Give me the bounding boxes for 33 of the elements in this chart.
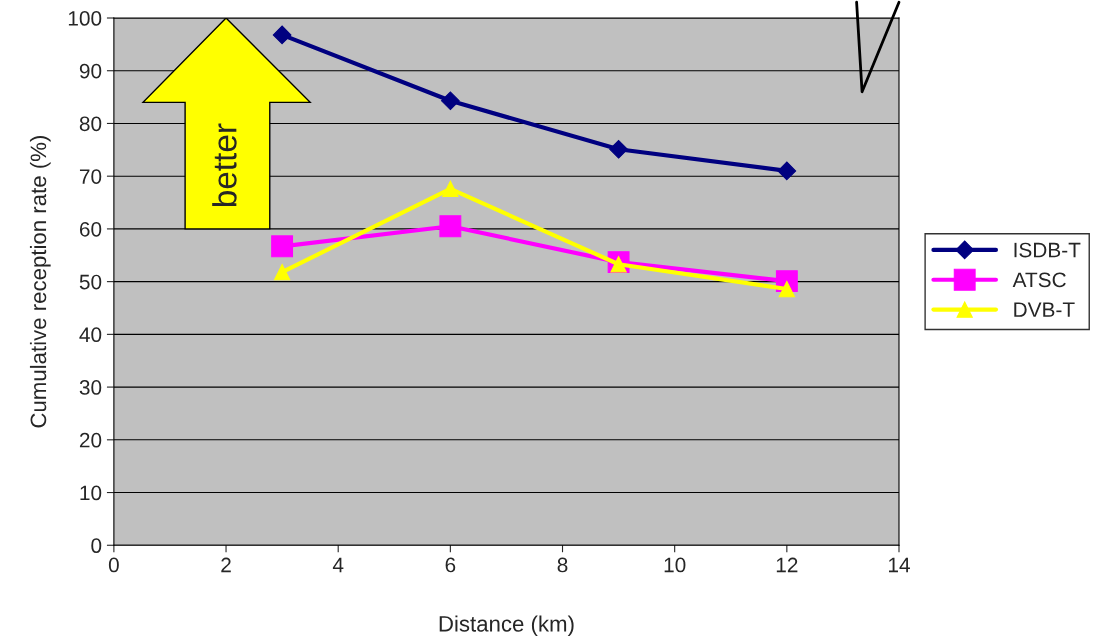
point — [439, 215, 462, 238]
y-tick-label: 0 — [91, 538, 102, 554]
x-tick-label: 12 — [776, 557, 798, 573]
legend-label: ISDB-T — [1014, 242, 1081, 258]
y-axis-title: Cumulative reception rate (%) — [29, 136, 51, 428]
x-tick-label: 2 — [221, 557, 231, 573]
point — [609, 139, 628, 159]
x-tick-label: 4 — [332, 557, 344, 573]
annotation: better — [212, 123, 237, 207]
legend-label: DVB-T — [1014, 302, 1075, 317]
x-axis-title: Distance (km) — [439, 615, 574, 637]
y-tick-label: 80 — [79, 116, 102, 132]
x-tick-label: 14 — [889, 557, 910, 573]
y-tick-label: 100 — [68, 11, 102, 26]
x-tick-label: 10 — [664, 557, 686, 573]
x-tick-label: 8 — [557, 557, 568, 573]
point — [777, 161, 797, 181]
point — [273, 263, 291, 281]
point — [441, 91, 460, 111]
y-tick-label: 90 — [79, 63, 102, 79]
point — [442, 180, 459, 197]
y-tick-label: 50 — [79, 274, 102, 290]
y-tick-label: 70 — [79, 169, 102, 184]
x-tick-label: 6 — [445, 557, 456, 573]
y-tick-label: 20 — [79, 432, 102, 448]
y-tick-label: 10 — [80, 485, 102, 501]
y-tick-label: 60 — [79, 221, 102, 237]
legend-label: ATSC — [1012, 272, 1066, 288]
y-tick-label: 30 — [79, 380, 102, 395]
y-tick-label: 40 — [79, 327, 102, 343]
point — [271, 235, 294, 258]
point — [272, 25, 292, 45]
x-tick-label: 0 — [108, 557, 119, 573]
